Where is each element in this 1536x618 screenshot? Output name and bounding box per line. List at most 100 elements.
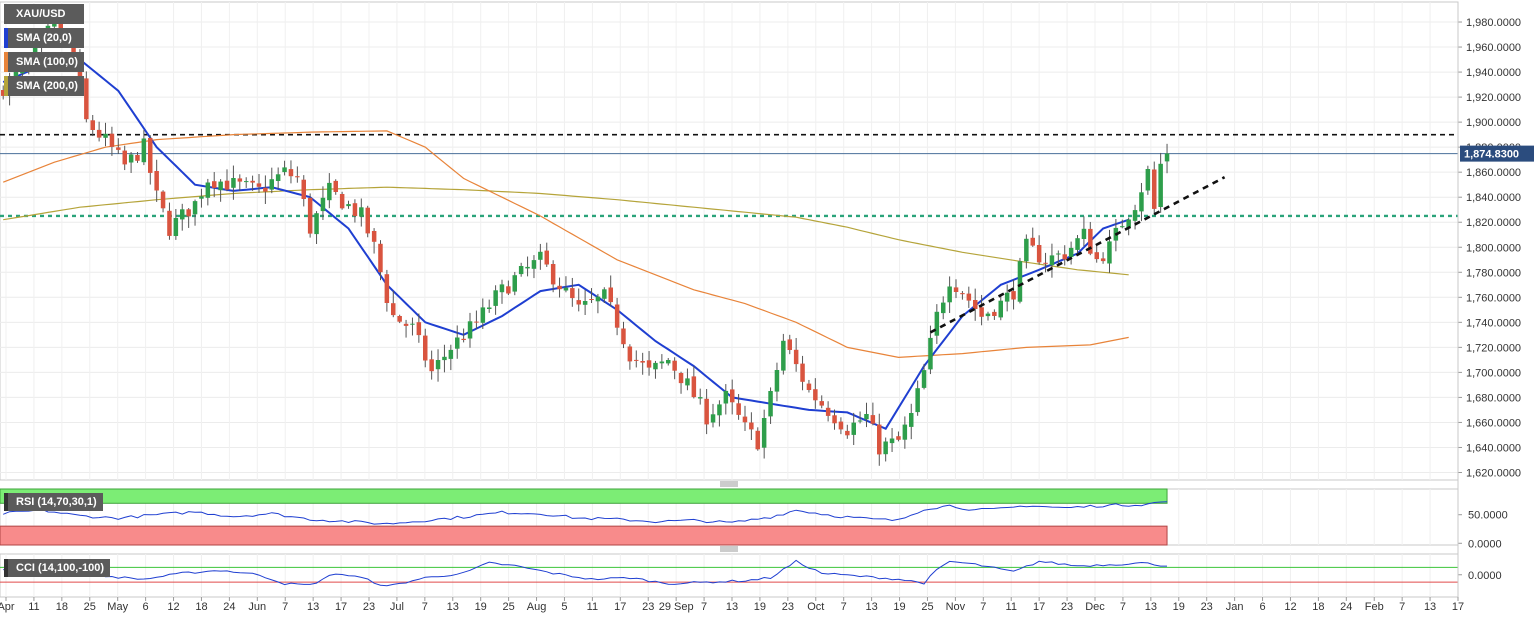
candle-body xyxy=(384,274,390,303)
candle-body xyxy=(698,397,703,399)
time-tick-label: 25 xyxy=(502,601,514,613)
candle-body xyxy=(998,300,1003,318)
candle-body xyxy=(768,391,773,417)
candle-body xyxy=(557,285,562,290)
candle-body xyxy=(921,370,927,388)
candle-body xyxy=(691,376,697,398)
moving-averages xyxy=(2,58,1130,430)
time-tick-label: 18 xyxy=(56,601,68,613)
price-tick-label: 1,920.0000 xyxy=(1466,92,1521,104)
time-tick-label: 25 xyxy=(921,601,933,613)
candle-body xyxy=(461,338,466,340)
time-tick-label: 19 xyxy=(893,601,905,613)
legend-sma100[interactable]: SMA (100,0) xyxy=(4,52,84,72)
time-tick-label: Jul xyxy=(390,601,404,613)
candle-body xyxy=(1062,254,1067,260)
candle-body xyxy=(1011,291,1016,300)
time-tick-label: Aug xyxy=(527,601,547,613)
candle-body xyxy=(58,17,63,34)
candle-body xyxy=(403,323,409,326)
trendline xyxy=(929,176,1226,334)
candle-body xyxy=(544,250,549,265)
indicator-panes xyxy=(0,488,1458,587)
legend-sma200[interactable]: SMA (200,0) xyxy=(4,76,84,96)
candle-body xyxy=(480,307,486,323)
candle-body xyxy=(813,389,818,401)
legend-symbol[interactable]: XAU/USD xyxy=(4,4,84,24)
rsi-swatch xyxy=(4,493,8,511)
candle-body xyxy=(627,346,633,362)
candle-body xyxy=(1145,169,1151,191)
price-tick-label: 1,900.0000 xyxy=(1466,117,1521,129)
candle-body xyxy=(103,133,108,138)
candle-body xyxy=(352,203,358,217)
last-price-marker: 1,874.8300 xyxy=(1460,145,1534,162)
candle-body xyxy=(832,415,837,424)
candle-body xyxy=(474,321,479,323)
time-tick-label: Apr xyxy=(0,601,15,613)
price-tick-label: 1,680.0000 xyxy=(1466,392,1521,404)
candle-body xyxy=(877,424,882,455)
candle-body xyxy=(256,183,262,187)
candle-body xyxy=(576,300,581,305)
candle-body xyxy=(244,181,249,183)
candle-body xyxy=(499,284,505,293)
candle-body xyxy=(896,436,901,440)
price-tick-label: 1,740.0000 xyxy=(1466,317,1521,329)
candle-body xyxy=(314,213,319,235)
x-axis: Apr 11 18 25 May 6 12 18 24 Jun 7 13 17 23 Jul 7 13 19 25 A… xyxy=(0,597,1464,613)
time-tick-label: 19 xyxy=(475,601,487,613)
candle-body xyxy=(742,416,748,423)
candle-body xyxy=(263,187,268,192)
time-tick-label: 13 xyxy=(1145,601,1157,613)
time-tick-label: 23 xyxy=(642,601,654,613)
legend-swatch xyxy=(4,28,8,48)
time-tick-label: 18 xyxy=(195,601,207,613)
candle-body xyxy=(250,180,255,183)
time-tick-label: 7 xyxy=(1399,601,1405,613)
rsi-label-text: RSI (14,70,30,1) xyxy=(16,496,97,508)
candle-body xyxy=(467,321,473,339)
candle-body xyxy=(1126,219,1131,229)
rsi-oversold-zone xyxy=(0,525,1168,546)
candle-body xyxy=(781,340,786,371)
candle-body xyxy=(825,407,831,416)
rsi-label[interactable]: RSI (14,70,30,1) xyxy=(4,493,103,511)
time-tick-label: 17 xyxy=(614,601,626,613)
candle-body xyxy=(282,167,287,173)
candle-body xyxy=(653,362,658,370)
candle-body xyxy=(320,197,326,212)
candle-body xyxy=(621,328,626,345)
legend-label: SMA (200,0) xyxy=(16,80,78,92)
time-tick-label: 7 xyxy=(1120,601,1126,613)
candle-body xyxy=(173,218,179,236)
candle-body xyxy=(730,389,735,403)
candle-body xyxy=(1094,252,1099,260)
chart-legend: XAU/USD SMA (20,0) SMA (100,0) SMA (200,… xyxy=(4,4,84,100)
price-tick-label: 1,820.0000 xyxy=(1466,217,1521,229)
time-tick-label: 7 xyxy=(841,601,847,613)
candle-body xyxy=(864,414,869,420)
candle-body xyxy=(550,264,556,285)
legend-label: XAU/USD xyxy=(16,8,66,20)
time-tick-label: 11 xyxy=(28,601,39,613)
time-tick-label: Jun xyxy=(248,601,266,613)
candle-body xyxy=(608,287,613,303)
cci-pane-frame xyxy=(0,553,1459,598)
cci-label[interactable]: CCI (14,100,-100) xyxy=(4,559,111,577)
price-tick-label: 1,800.0000 xyxy=(1466,242,1521,254)
legend-swatch xyxy=(4,52,8,72)
candle-body xyxy=(295,176,300,178)
candle-body xyxy=(487,307,492,309)
time-tick-label: Oct xyxy=(807,601,824,613)
candle-body xyxy=(275,174,281,181)
time-tick-label: Jan xyxy=(1226,601,1244,613)
time-tick-label: 13 xyxy=(447,601,459,613)
candle-body xyxy=(122,150,127,165)
candle-body xyxy=(1139,192,1144,212)
legend-sma20[interactable]: SMA (20,0) xyxy=(4,28,84,48)
time-tick-label: 29 Sep xyxy=(659,601,694,613)
candle-body xyxy=(915,388,920,413)
time-tick-label: 19 xyxy=(1173,601,1185,613)
